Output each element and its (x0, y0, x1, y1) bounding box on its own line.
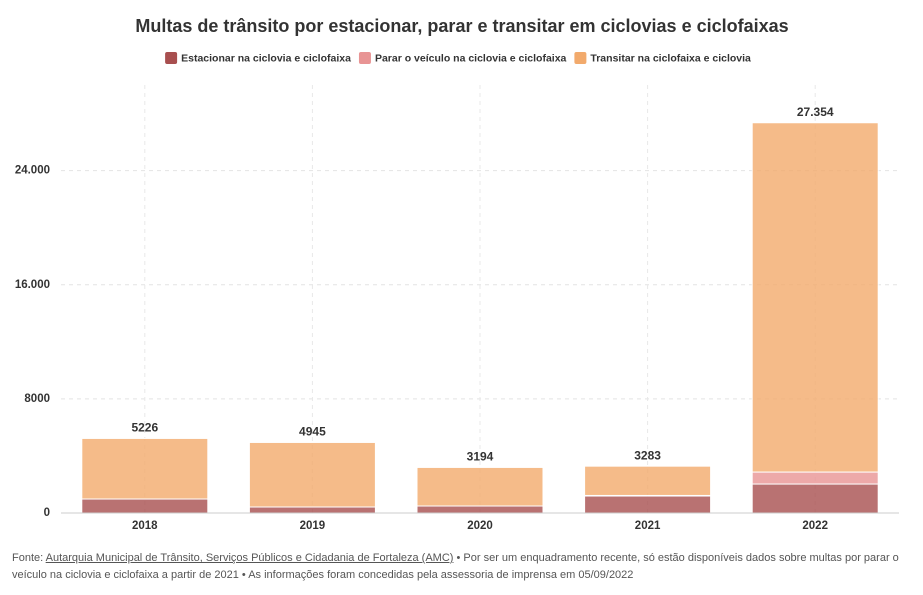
y-tick-label: 24.000 (15, 165, 50, 177)
x-tick-label: 2022 (802, 520, 828, 532)
chart-title: Multas de trânsito por estacionar, parar… (135, 16, 788, 36)
total-label: 3283 (634, 448, 661, 462)
legend-label: Parar o veículo na ciclovia e ciclofaixa (375, 52, 567, 64)
legend-swatch (574, 52, 587, 64)
x-tick-label: 2018 (132, 520, 158, 532)
footer: Fonte: Autarquia Municipal de Trânsito, … (12, 550, 912, 584)
footer-note: • Por ser um enquadramento recente, só e… (12, 552, 899, 581)
legend-swatch (165, 52, 178, 64)
chart: Multas de trânsito por estacionar, parar… (15, 16, 899, 532)
legend-label: Estacionar na ciclovia e ciclofaixa (181, 52, 351, 64)
bar-segment (248, 441, 376, 508)
bar-segment (751, 471, 879, 485)
source-prefix: Fonte: (12, 552, 44, 564)
x-tick-label: 2019 (300, 520, 326, 532)
total-label: 27.354 (797, 105, 834, 119)
bar-segment (248, 506, 376, 514)
total-label: 5226 (131, 421, 158, 435)
bar-segment (81, 498, 209, 514)
total-label: 3194 (467, 450, 494, 464)
y-tick-label: 8000 (24, 393, 50, 405)
bar-segment (416, 505, 544, 514)
legend-swatch (358, 52, 371, 64)
bar-segment (81, 437, 209, 500)
x-tick-label: 2021 (635, 520, 661, 532)
y-tick-label: 0 (44, 507, 50, 519)
y-tick-label: 16.000 (15, 279, 50, 291)
bar-segment (584, 465, 712, 496)
source-link[interactable]: Autarquia Municipal de Trânsito, Serviço… (45, 552, 454, 564)
bar-segment (751, 122, 879, 473)
bar-segment (416, 466, 544, 507)
bar-segment (751, 483, 879, 514)
legend-label: Transitar na ciclofaixa e ciclovia (590, 52, 751, 64)
x-tick-label: 2020 (467, 520, 493, 532)
total-label: 4945 (299, 425, 326, 439)
bar-segment (584, 495, 712, 514)
